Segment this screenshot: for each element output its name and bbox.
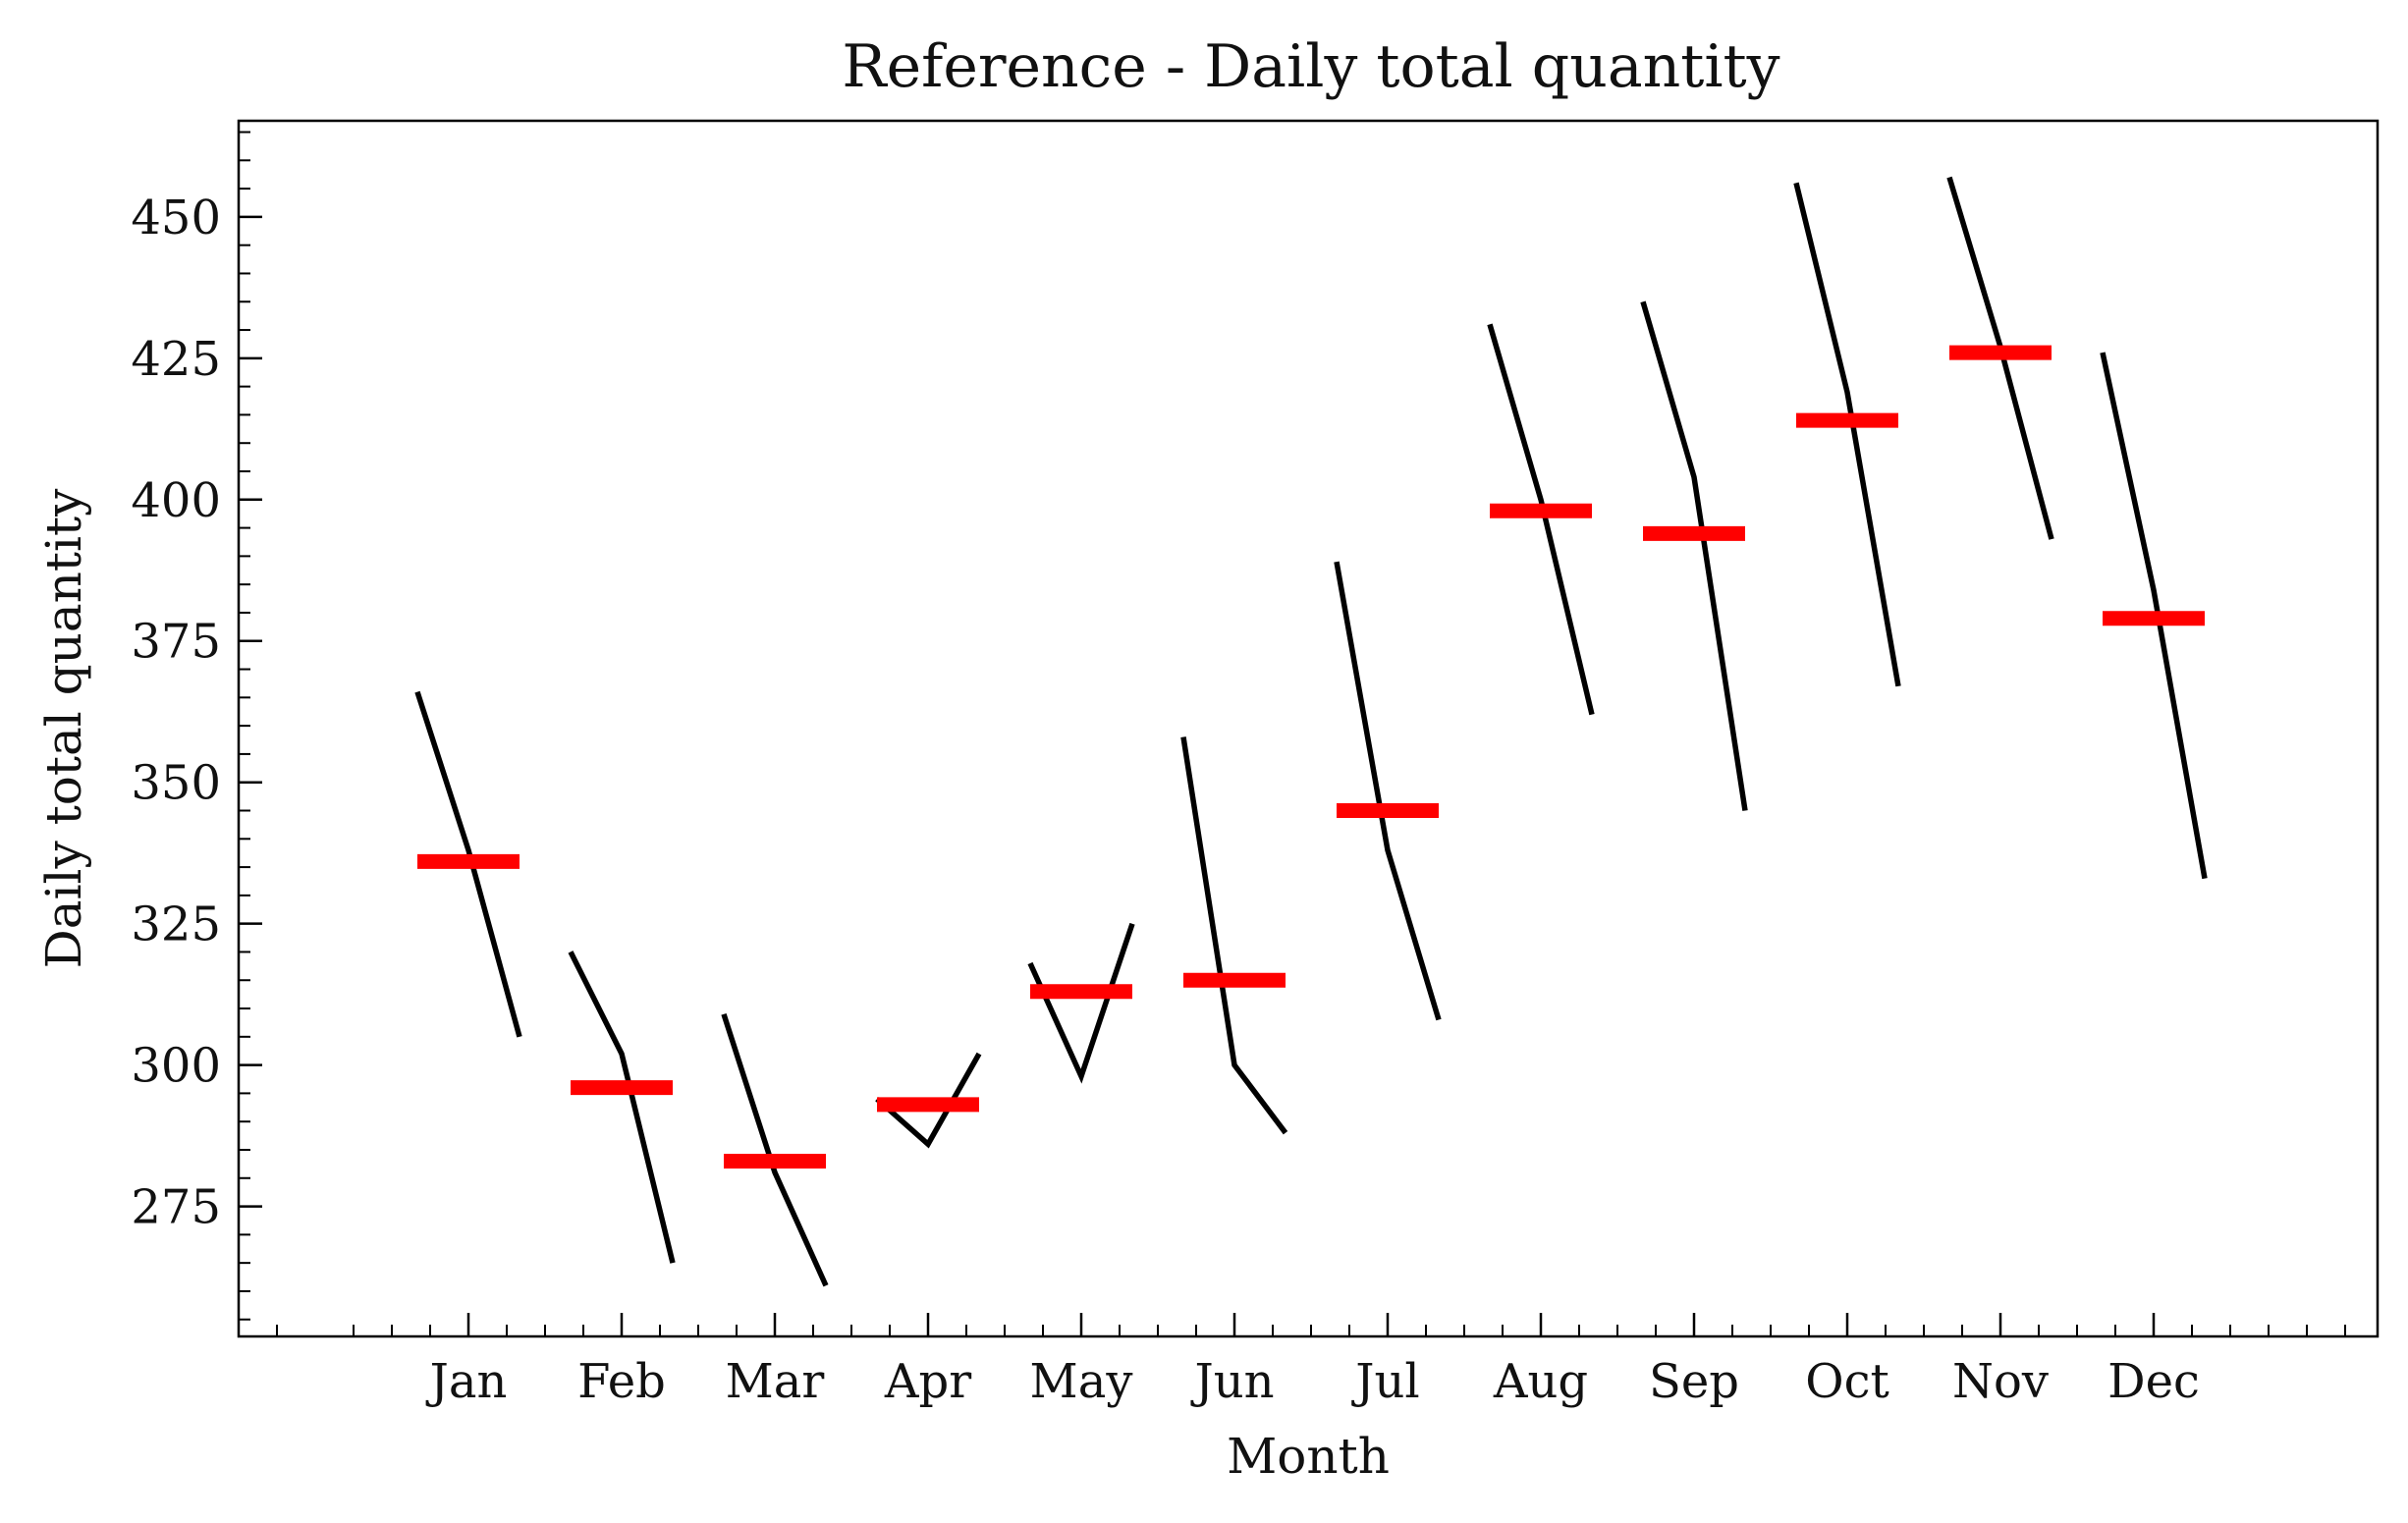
y-tick-label: 300 [131, 1039, 221, 1094]
x-axis: Jan Feb Mar Apr May Jun Jul Aug Sep Oct Nov Dec [276, 1313, 2346, 1409]
x-tick-label: Dec [2107, 1354, 2200, 1409]
series-line-aug [1487, 323, 1595, 716]
plot-frame [237, 119, 2380, 1338]
y-tick-label: 425 [131, 332, 221, 387]
x-tick-label: Jun [1189, 1354, 1274, 1409]
x-tick-label: Mar [726, 1354, 825, 1409]
y-axis: 275 300 325 350 375 400 425 450 [131, 131, 262, 1321]
series-line-oct [1793, 182, 1901, 687]
y-tick-label: 275 [131, 1180, 221, 1235]
y-tick-label: 325 [131, 897, 221, 952]
x-tick-label: Feb [577, 1354, 666, 1409]
y-tick-label: 450 [131, 190, 221, 245]
series-line-jan [414, 690, 522, 1038]
series-line-apr [875, 1052, 982, 1149]
x-tick-label: Jan [425, 1354, 508, 1409]
series-line-jul [1334, 561, 1442, 1021]
y-tick-label: 375 [131, 615, 221, 670]
series-line-feb [568, 951, 676, 1264]
chart-title: Reference - Daily total quantity [842, 32, 1779, 101]
x-axis-label: Month [1227, 1428, 1390, 1485]
x-tick-label: Jul [1350, 1354, 1420, 1409]
mean-bars [417, 345, 2205, 1169]
x-tick-label: Sep [1649, 1354, 1739, 1409]
series-line-may [1027, 922, 1135, 1084]
y-tick-label: 350 [131, 756, 221, 811]
series-line-jun [1180, 736, 1288, 1135]
y-tick-label: 400 [131, 473, 221, 528]
series-line-sep [1640, 300, 1748, 811]
series-line-dec [2100, 352, 2208, 880]
x-tick-label: Oct [1805, 1354, 1889, 1409]
x-tick-label: Aug [1493, 1354, 1588, 1409]
y-axis-label: Daily total quantity [35, 488, 92, 968]
x-tick-label: Apr [884, 1354, 971, 1409]
x-tick-label: Nov [1952, 1354, 2049, 1409]
series-lines [414, 176, 2208, 1287]
x-tick-label: May [1030, 1354, 1133, 1409]
series-line-mar [721, 1012, 829, 1287]
